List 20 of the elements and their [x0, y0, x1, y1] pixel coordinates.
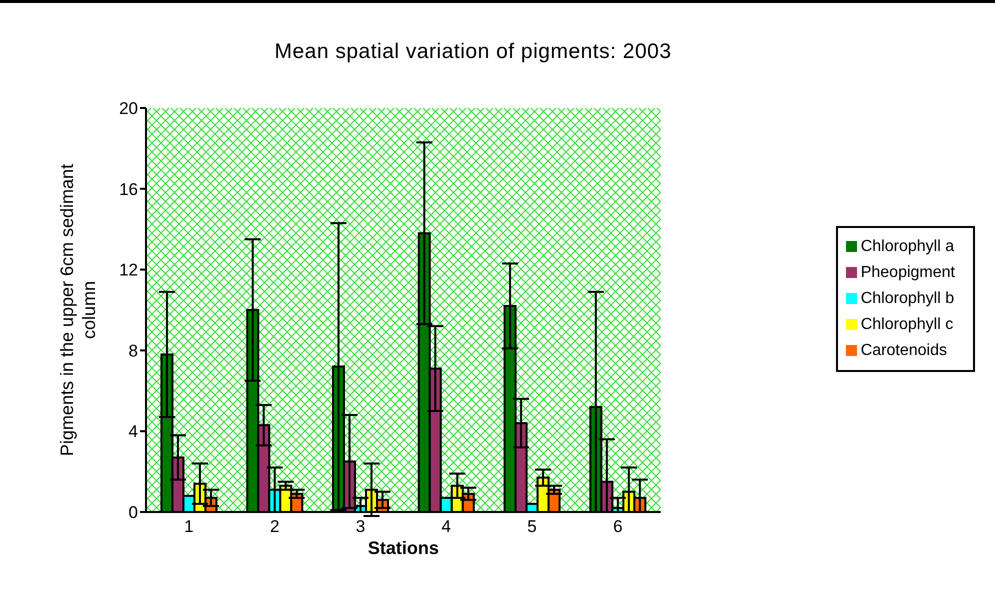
x-tick-label: 1 — [184, 517, 194, 536]
legend-label: Chlorophyll c — [860, 316, 954, 332]
x-tick-label: 5 — [527, 517, 537, 536]
x-axis-title: Stations — [368, 538, 439, 558]
x-tick-label: 2 — [270, 517, 280, 536]
y-tick-label: 12 — [119, 260, 138, 280]
y-axis-title: Pigments in the upper 6cm sedimant column — [57, 164, 99, 456]
legend-label: Carotenoids — [860, 342, 947, 358]
chart-title: Mean spatial variation of pigments: 2003 — [273, 40, 673, 64]
x-tick-label: 3 — [356, 517, 366, 536]
y-tick-label: 4 — [128, 422, 138, 442]
y-tick-label: 0 — [128, 503, 138, 522]
y-tick-label: 16 — [119, 180, 138, 199]
legend-label: Pheopigment — [860, 264, 955, 280]
y-tick-label: 20 — [119, 99, 138, 118]
x-tick-label: 4 — [442, 517, 451, 536]
legend-label: Chlorophyll b — [860, 290, 954, 306]
legend-label: Chlorophyll a — [860, 238, 954, 254]
x-tick-label: 6 — [613, 517, 623, 536]
y-tick-label: 8 — [128, 341, 138, 360]
